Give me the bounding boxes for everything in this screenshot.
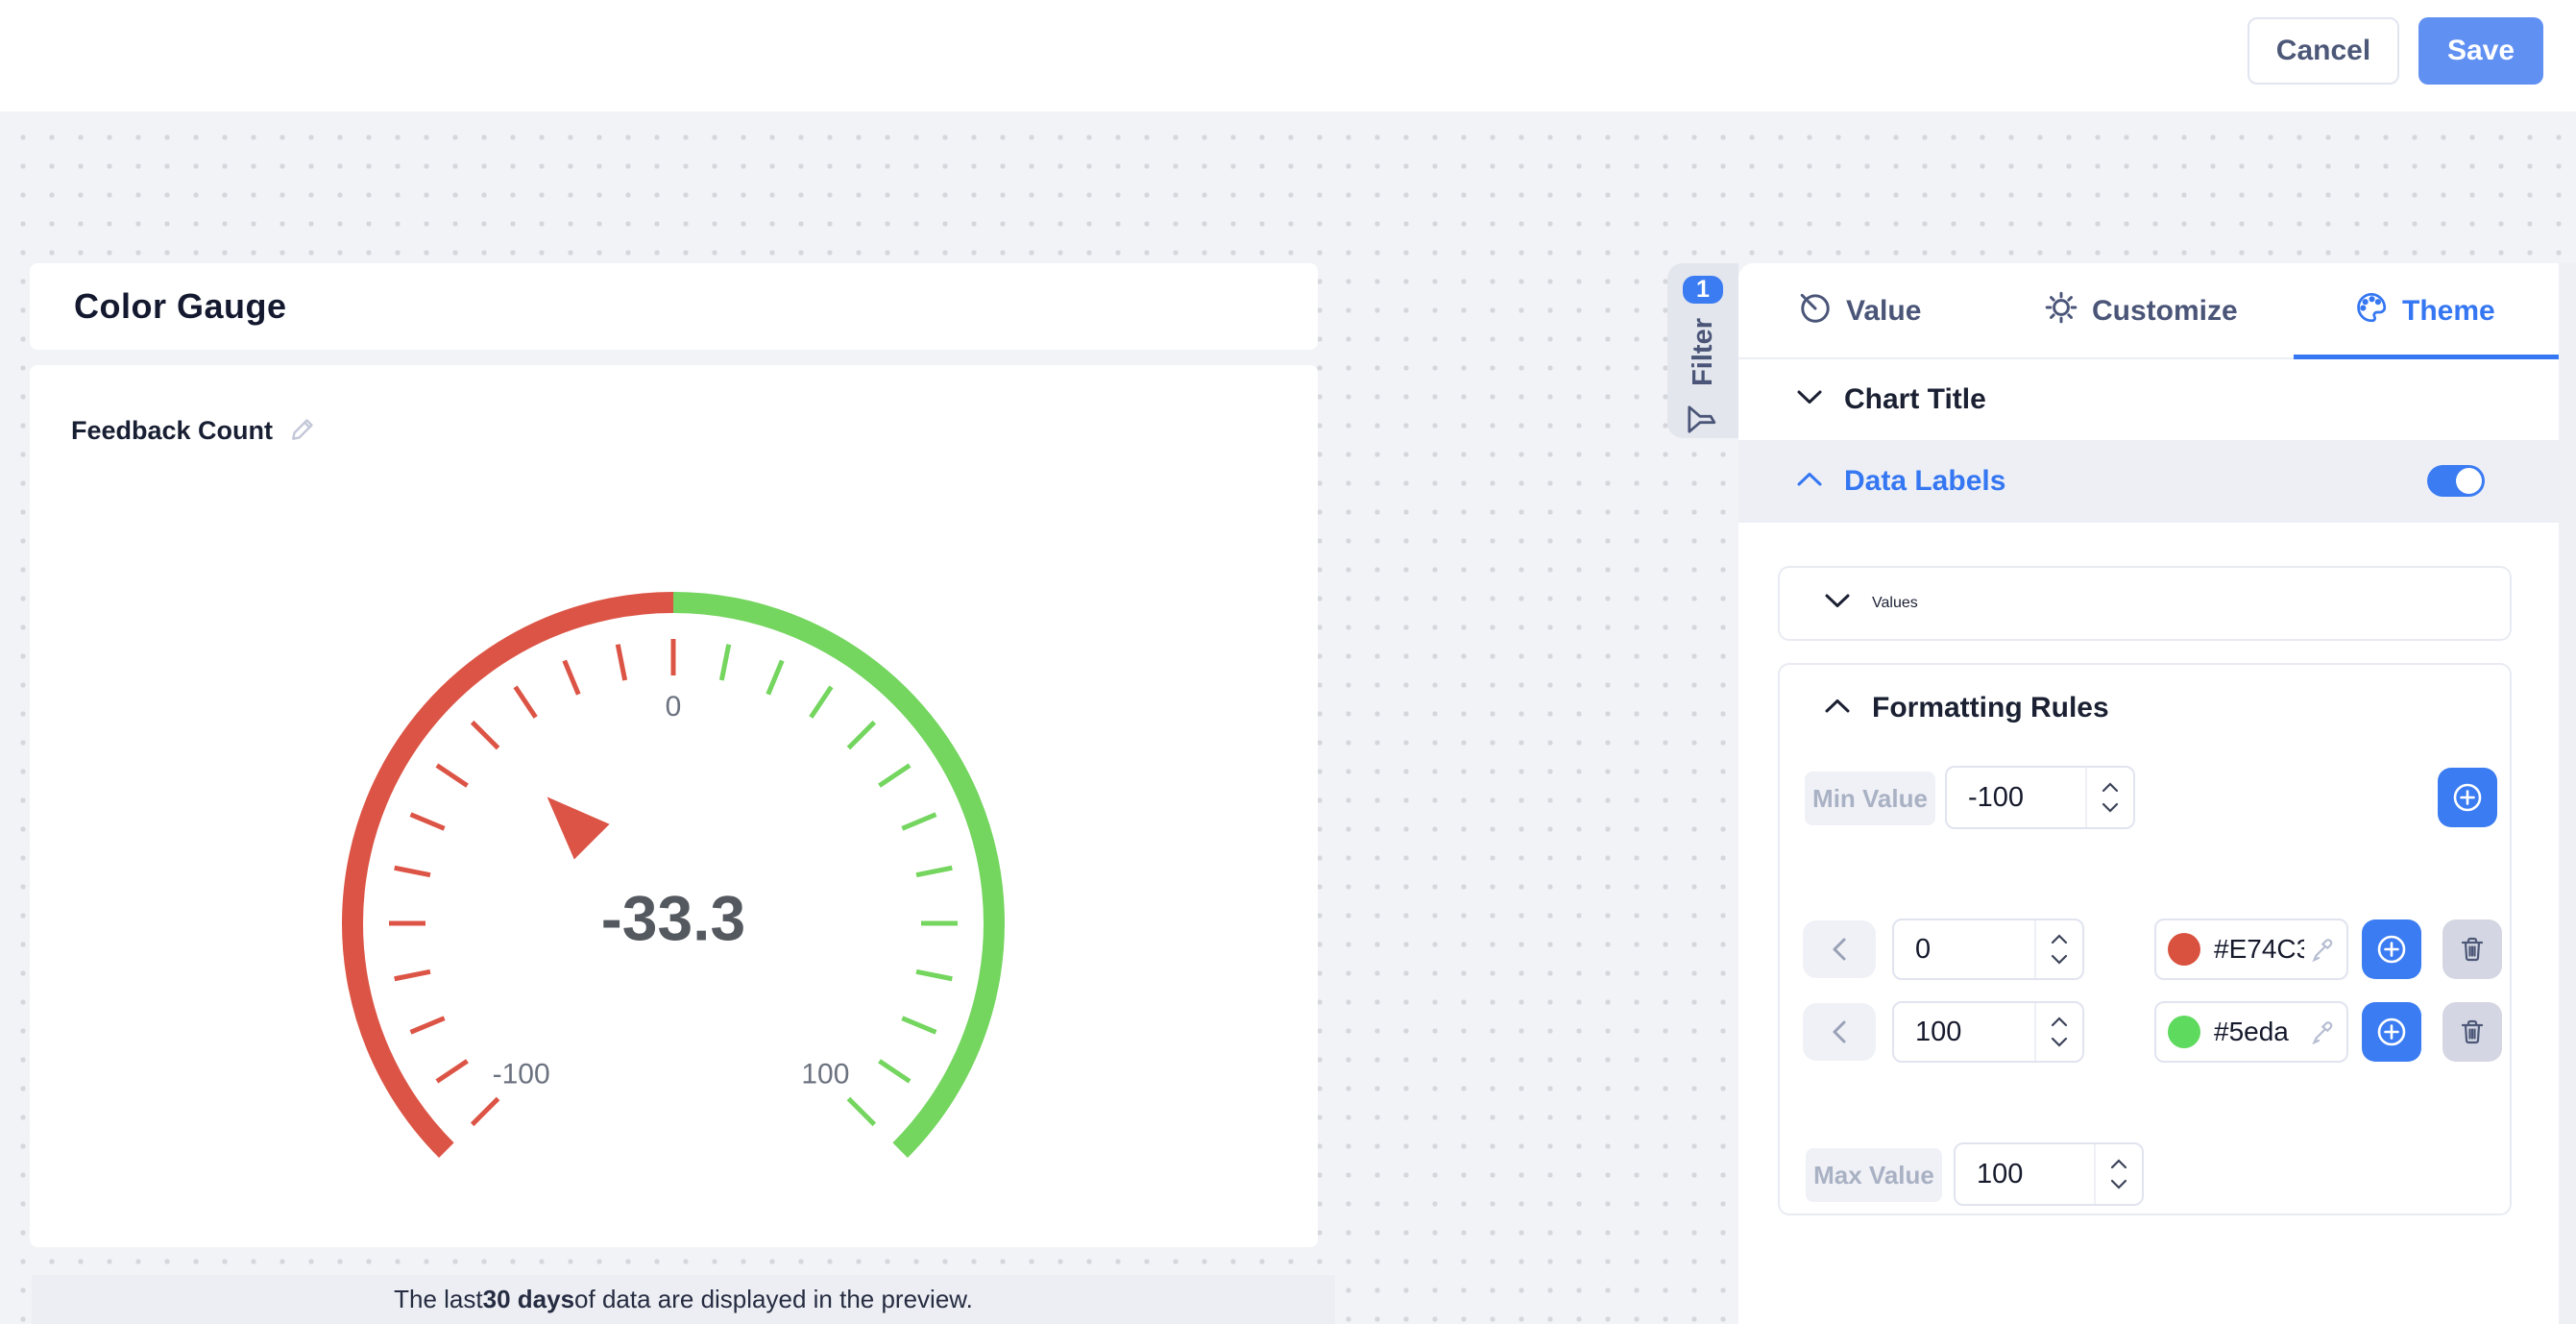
chevron-left-icon (1833, 1020, 1846, 1043)
filter-funnel-icon (1685, 404, 1722, 436)
save-button[interactable]: Save (2418, 17, 2543, 85)
palette-icon (2354, 290, 2389, 332)
settings-panel: Value Customize (1738, 263, 2576, 1324)
stepper-up-icon (2102, 782, 2119, 793)
delete-rule-button[interactable] (2442, 1002, 2502, 1062)
formatting-rules-label: Formatting Rules (1872, 692, 2109, 723)
eyedropper-icon (2312, 939, 2333, 962)
formatting-rules-header[interactable]: Formatting Rules (1824, 692, 2109, 724)
metric-header: Feedback Count (71, 415, 317, 447)
stepper-down-icon (2110, 1179, 2127, 1189)
tab-theme[interactable]: Theme (2354, 263, 2495, 359)
filter-tab-label: Filter (1687, 318, 1718, 386)
top-bar: Cancel Save (0, 0, 2576, 111)
panel-scrollbar[interactable] (2559, 263, 2576, 1324)
stepper-down-icon (2102, 802, 2119, 813)
metric-name: Feedback Count (71, 416, 274, 445)
stepper-down-icon (2051, 1037, 2068, 1047)
color-swatch (2168, 1016, 2200, 1048)
editor-canvas: Color Gauge Feedback Count -100 0 100 -33.3… (0, 111, 2576, 1324)
eyedropper-icon (2312, 1021, 2333, 1044)
svg-text:-33.3: -33.3 (601, 882, 745, 953)
formatting-rules-card: Formatting Rules Min Value -100 (1778, 663, 2512, 1215)
min-value-input[interactable]: -100 (1945, 766, 2135, 829)
stepper-up-icon (2110, 1159, 2127, 1169)
section-chart-title-label: Chart Title (1844, 383, 1986, 415)
stepper-up-icon (2051, 1017, 2068, 1027)
settings-tabbar: Value Customize (1738, 263, 2576, 359)
chevron-down-icon (1796, 389, 1823, 410)
values-section-label: Values (1872, 595, 1918, 611)
rule-color-input[interactable]: #5eda (2154, 1001, 2348, 1063)
data-labels-toggle[interactable] (2427, 465, 2485, 497)
rule-value-input[interactable]: 0 (1892, 919, 2084, 980)
gauge-chart: -100 0 100 -33.3 (342, 592, 1005, 1158)
edit-pencil-icon[interactable] (290, 415, 317, 447)
trash-icon (2461, 1019, 2484, 1044)
rule-value-input[interactable]: 100 (1892, 1001, 2084, 1063)
color-hex-text: #E74C3C (2214, 934, 2304, 964)
chevron-left-icon (1833, 938, 1846, 961)
tab-customize-label: Customize (2092, 295, 2238, 327)
tab-value-label: Value (1846, 295, 1922, 327)
svg-text:-100: -100 (493, 1058, 550, 1090)
timer-icon (1798, 290, 1833, 332)
trash-icon (2461, 937, 2484, 962)
plus-circle-icon (2377, 935, 2406, 964)
max-value-pill: Max Value (1806, 1148, 1942, 1202)
delete-rule-button[interactable] (2442, 919, 2502, 979)
filter-side-tab[interactable]: 1 Filter (1667, 263, 1738, 438)
min-value-stepper[interactable] (2085, 768, 2133, 827)
filter-count-badge: 1 (1683, 276, 1723, 305)
color-swatch (2168, 933, 2200, 966)
section-data-labels-label: Data Labels (1844, 465, 2006, 497)
tab-value[interactable]: Value (1798, 263, 1921, 359)
tab-theme-label: Theme (2402, 295, 2495, 327)
tab-customize[interactable]: Customize (2044, 263, 2238, 359)
max-value-text: 100 (1977, 1158, 2024, 1189)
chevron-up-icon (1824, 698, 1851, 719)
color-hex-text: #5eda (2214, 1017, 2289, 1046)
stepper-down-icon (2051, 954, 2068, 965)
chart-title-text: Color Gauge (74, 286, 287, 326)
rule-value-text: 0 (1915, 933, 1932, 965)
section-data-labels[interactable]: Data Labels (1738, 440, 2576, 523)
rule-value-stepper[interactable] (2034, 920, 2082, 978)
min-value-pill: Min Value (1805, 772, 1935, 825)
chevron-up-icon (1796, 471, 1823, 492)
min-value-text: -100 (1968, 781, 2025, 813)
svg-text:100: 100 (801, 1058, 849, 1090)
chart-preview-card: Feedback Count -100 0 100 -33.3 (30, 365, 1318, 1247)
cancel-button[interactable]: Cancel (2248, 17, 2399, 85)
add-rule-button[interactable] (2438, 768, 2497, 827)
chart-title-card: Color Gauge (30, 263, 1318, 350)
chevron-down-icon (1824, 593, 1851, 614)
preview-footer-note: The last 30 days of data are displayed i… (32, 1275, 1335, 1324)
rule-operator-button[interactable] (1803, 920, 1876, 978)
rule-value-text: 100 (1915, 1016, 1962, 1047)
plus-circle-icon (2453, 783, 2482, 812)
rule-color-input[interactable]: #E74C3C (2154, 919, 2348, 980)
add-rule-button[interactable] (2362, 1002, 2421, 1062)
stepper-up-icon (2051, 934, 2068, 944)
svg-text:0: 0 (666, 691, 682, 723)
values-section-card[interactable]: Values (1778, 566, 2512, 641)
section-chart-title[interactable]: Chart Title (1738, 359, 2576, 440)
max-value-stepper[interactable] (2094, 1144, 2142, 1204)
gear-icon (2044, 290, 2078, 332)
rule-value-stepper[interactable] (2034, 1003, 2082, 1061)
active-tab-underline (2294, 355, 2576, 359)
plus-circle-icon (2377, 1018, 2406, 1046)
rule-operator-button[interactable] (1803, 1003, 1876, 1061)
max-value-input[interactable]: 100 (1954, 1142, 2144, 1206)
add-rule-button[interactable] (2362, 919, 2421, 979)
